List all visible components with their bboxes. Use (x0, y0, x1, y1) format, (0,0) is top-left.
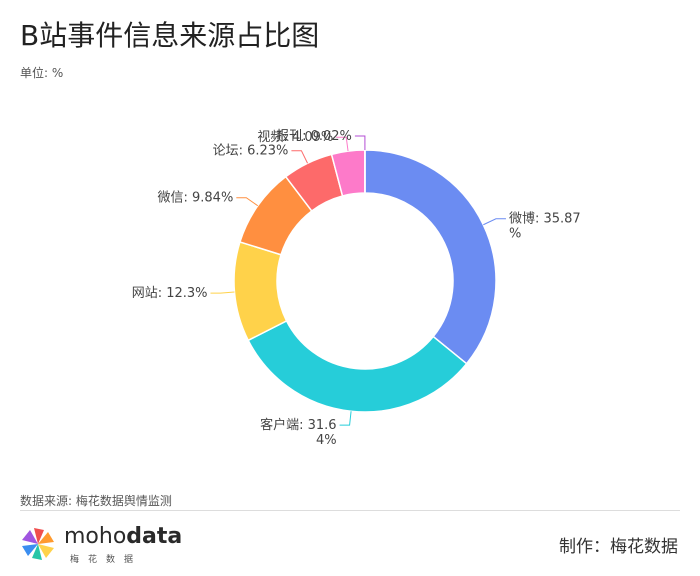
slice-label-5: 视频: 4.09% (257, 130, 333, 145)
slices-group (233, 149, 497, 413)
leader-line-0 (483, 218, 506, 226)
slice-label-2: 网站: 12.3% (132, 286, 208, 301)
logo-wordmark-light: moho (64, 524, 127, 549)
slice-label-line: 网站: 12.3% (132, 286, 208, 301)
pinwheel-logo-icon (22, 528, 54, 560)
slice-label-6: 报刊: 0.02% (276, 129, 352, 144)
slice-2[interactable] (233, 241, 288, 342)
labels-group: 微博: 35.87 % 客户端: 31.6 4% 网站: 12.3% 微信: 9.84% 论… (132, 129, 581, 448)
logo-subtitle: 梅花数据 (70, 555, 143, 565)
logo-wordmark: mohodata (64, 524, 182, 549)
slice-label-line: 视频: 4.09% (257, 130, 333, 145)
leader-line-3 (236, 197, 259, 207)
mohodata-logo: mohodata 梅花数据 (18, 522, 182, 566)
slice-label-3: 微信: 9.84% (157, 191, 233, 206)
slice-label-1: 客户端: 31.6 4% (260, 417, 336, 448)
slice-label-line: 论坛: 6.23% (213, 144, 289, 159)
slice-0[interactable] (364, 149, 497, 365)
slice-1[interactable] (247, 319, 468, 413)
leader-line-1 (339, 411, 352, 426)
maker-credit: 制作：梅花数据 (559, 537, 678, 557)
leader-lines-group (210, 135, 506, 426)
unit-label: 单位: % (20, 66, 64, 80)
slice-label-line: 报刊: 0.02% (276, 129, 352, 144)
footer-divider (20, 510, 680, 511)
chart-title: B站事件信息来源占比图 (20, 19, 320, 52)
donut-chart: 微博: 35.87 % 客户端: 31.6 4% 网站: 12.3% 微信: 9.84% 论… (132, 129, 581, 448)
slice-label-line: 微信: 9.84% (157, 191, 233, 206)
logo-wordmark-bold: data (126, 524, 183, 549)
slice-label-4: 论坛: 6.23% (213, 144, 289, 159)
slice-label-line: 微博: 35.87 (509, 212, 581, 227)
leader-line-2 (210, 291, 235, 294)
slice-label-line: 4% (316, 433, 337, 448)
slice-label-0: 微博: 35.87% (509, 212, 581, 242)
slice-label-line: 客户端: 31.6 (260, 417, 336, 433)
data-source: 数据来源: 梅花数据舆情监测 (20, 494, 172, 508)
leader-line-4 (291, 150, 308, 164)
slice-label-line: % (509, 227, 521, 242)
leader-line-5 (336, 136, 349, 152)
leader-line-6 (354, 135, 366, 151)
